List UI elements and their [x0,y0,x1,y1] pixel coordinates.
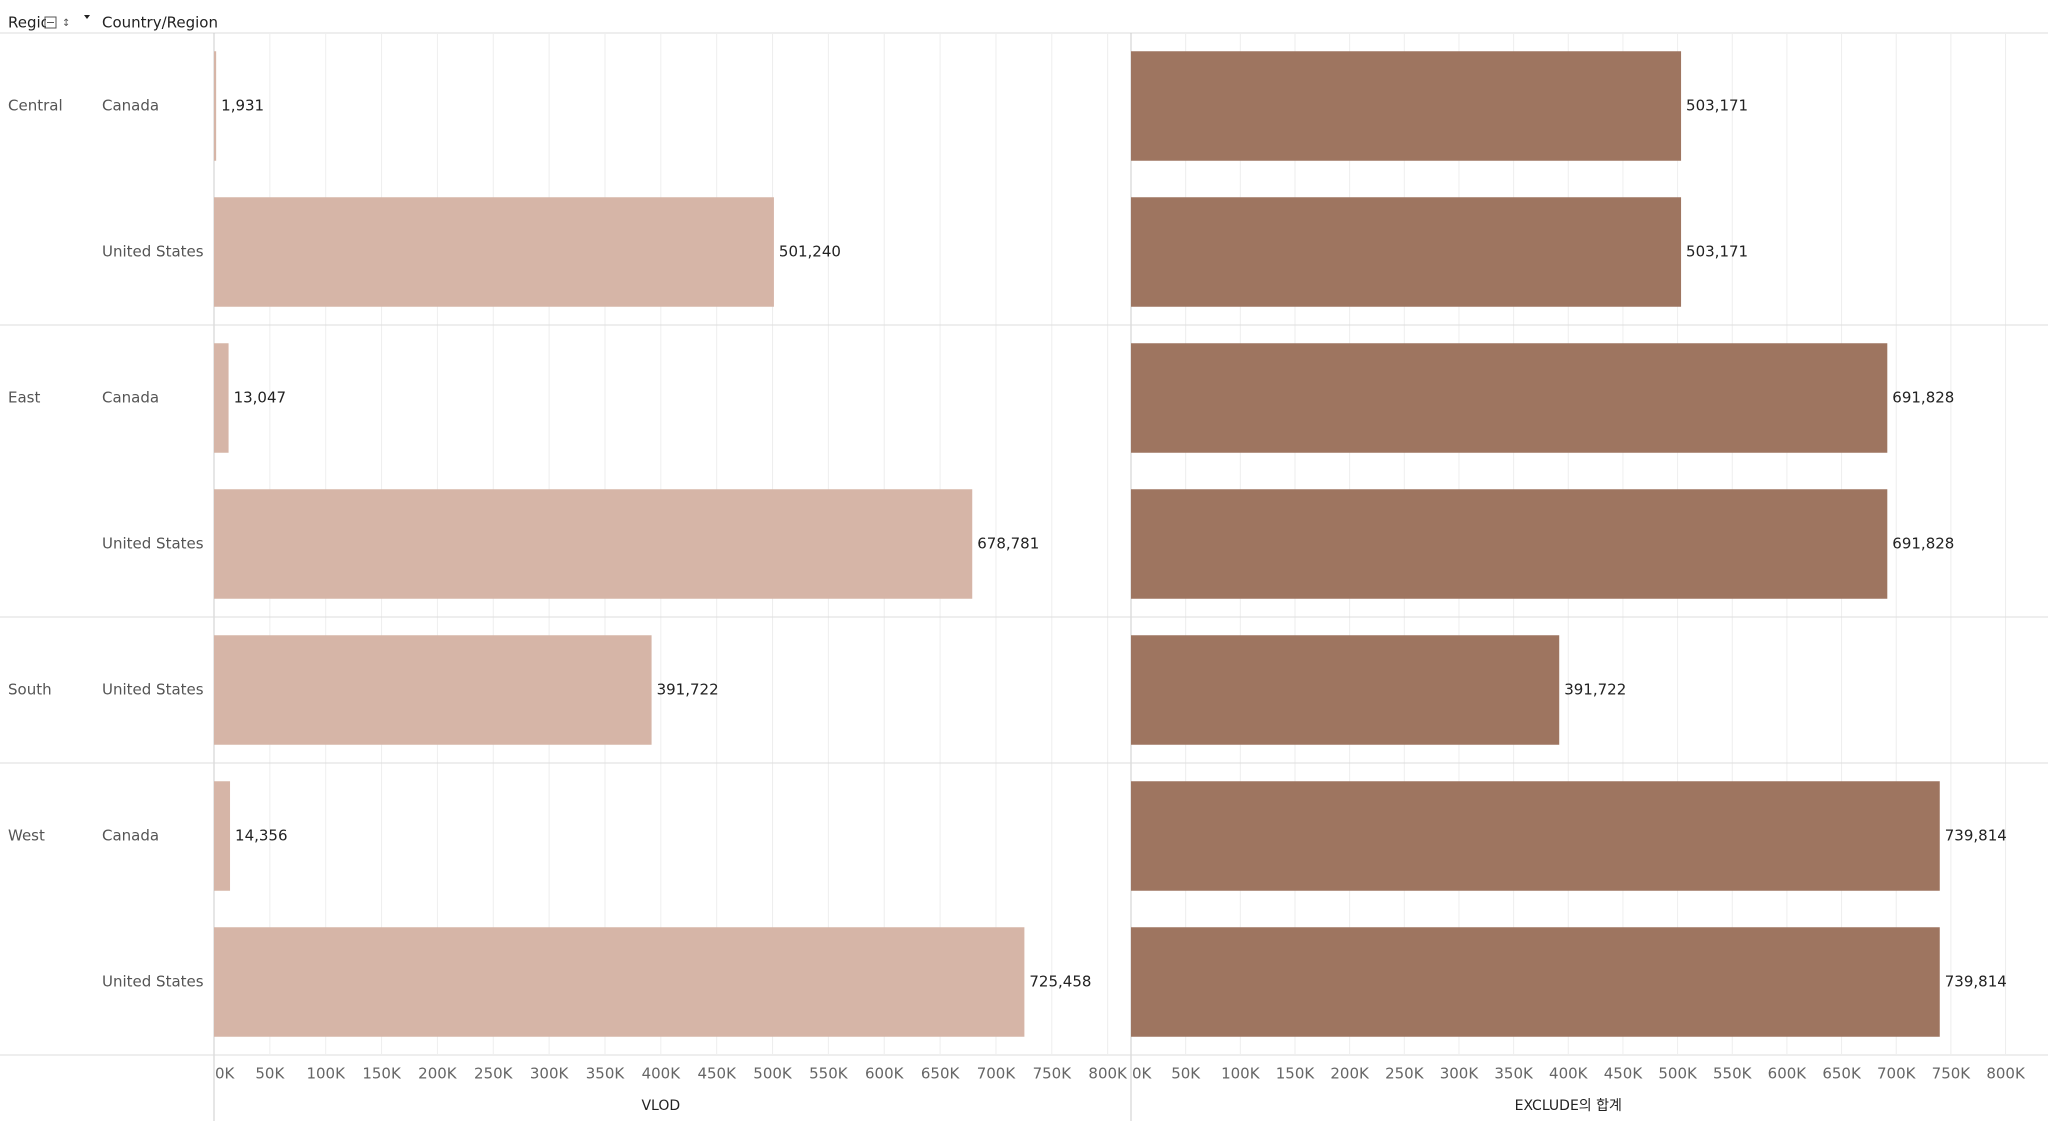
bar [1131,197,1682,307]
bar [214,635,652,745]
value-label: 691,828 [1892,535,1954,553]
x-tick-label: 150K [362,1065,402,1083]
x-tick-label: 650K [1822,1065,1862,1083]
region-label: West [8,827,45,845]
x-tick-label: 0K [1132,1065,1153,1083]
value-label: 391,722 [1564,681,1626,699]
x-tick-label: 550K [1713,1065,1753,1083]
value-label: 725,458 [1029,973,1091,991]
bar [1131,781,1940,891]
value-label: 503,171 [1686,243,1748,261]
x-tick-label: 750K [1033,1065,1073,1083]
x-tick-label: 100K [1221,1065,1261,1083]
x-tick-label: 350K [1494,1065,1534,1083]
x-tick-label: 400K [1549,1065,1589,1083]
region-label: East [8,389,40,407]
x-tick-label: 400K [642,1065,682,1083]
bar [214,489,973,599]
x-tick-label: 200K [418,1065,458,1083]
value-label: 739,814 [1945,973,2007,991]
region-label: Central [8,97,63,115]
x-tick-label: 800K [1088,1065,1128,1083]
x-tick-label: 50K [255,1065,285,1083]
country-label: Canada [102,827,159,845]
x-tick-label: 450K [1604,1065,1644,1083]
country-label: United States [102,243,204,261]
x-tick-label: 150K [1276,1065,1316,1083]
x-tick-label: 750K [1932,1065,1972,1083]
axis-title: EXCLUDE의 합계 [1515,1098,1622,1114]
x-tick-label: 50K [1171,1065,1201,1083]
value-label: 391,722 [657,681,719,699]
value-label: 1,931 [221,97,264,115]
value-label: 739,814 [1945,827,2007,845]
bar [214,927,1025,1037]
bar [214,51,217,161]
bar [214,781,231,891]
x-tick-label: 700K [1877,1065,1917,1083]
bar [1131,635,1560,745]
axis-title: VLOD [641,1098,680,1114]
country-label: United States [102,535,204,553]
value-label: 691,828 [1892,389,1954,407]
x-tick-label: 300K [530,1065,570,1083]
bar [214,197,774,307]
x-tick-label: 250K [474,1065,514,1083]
region-label: South [8,681,52,699]
value-label: 503,171 [1686,97,1748,115]
country-label: United States [102,973,204,991]
bar [214,343,229,453]
dropdown-icon[interactable] [84,15,90,19]
bar [1131,51,1682,161]
x-tick-label: 350K [586,1065,626,1083]
collapse-icon[interactable] [44,16,57,29]
x-tick-label: 600K [865,1065,905,1083]
x-tick-label: 600K [1768,1065,1808,1083]
value-label: 678,781 [977,535,1039,553]
bar [1131,343,1888,453]
x-tick-label: 550K [809,1065,849,1083]
region-header: Region [8,14,59,32]
bar [1131,927,1940,1037]
x-tick-label: 500K [753,1065,793,1083]
value-label: 501,240 [779,243,841,261]
country-label: Canada [102,97,159,115]
x-tick-label: 450K [697,1065,737,1083]
x-tick-label: 200K [1330,1065,1370,1083]
value-label: 14,356 [235,827,287,845]
x-tick-label: 800K [1986,1065,2026,1083]
sort-icon[interactable]: ↕ [62,18,70,29]
country-label: United States [102,681,204,699]
country-header: Country/Region [102,14,218,32]
x-tick-label: 250K [1385,1065,1425,1083]
value-label: 13,047 [234,389,287,407]
x-tick-label: 0K [215,1065,236,1083]
country-label: Canada [102,389,159,407]
x-tick-label: 100K [306,1065,346,1083]
bar [1131,489,1888,599]
x-tick-label: 650K [921,1065,961,1083]
x-tick-label: 500K [1658,1065,1698,1083]
x-tick-label: 700K [977,1065,1017,1083]
x-tick-label: 300K [1440,1065,1480,1083]
